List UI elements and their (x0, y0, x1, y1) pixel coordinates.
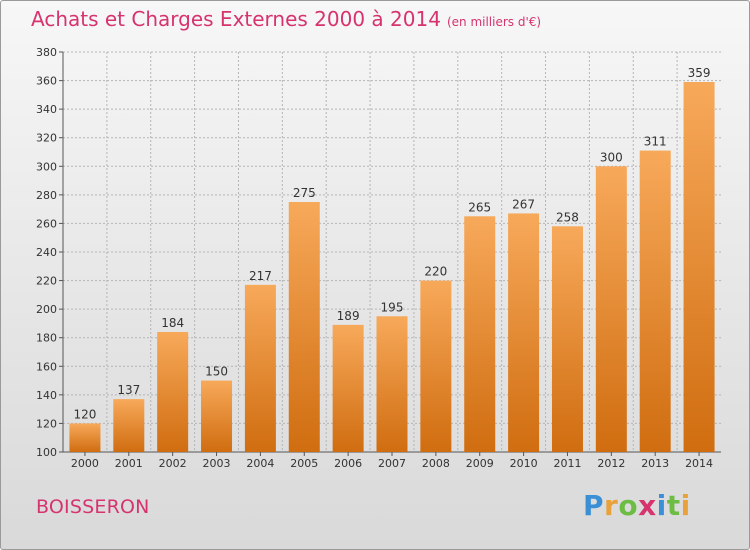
x-tick-label: 2014 (685, 457, 713, 470)
x-tick-label: 2004 (246, 457, 274, 470)
x-tick-label: 2013 (641, 457, 669, 470)
y-tick-label: 280 (36, 189, 57, 202)
bar-2000 (69, 423, 101, 452)
x-tick-label: 2012 (597, 457, 625, 470)
bar-2010 (508, 213, 540, 452)
y-tick-label: 200 (36, 303, 57, 316)
x-tick-label: 2002 (159, 457, 187, 470)
bar-2006 (332, 324, 364, 452)
y-tick-label: 320 (36, 132, 57, 145)
commune-name: BOISSERON (36, 496, 150, 518)
x-tick-label: 2001 (115, 457, 143, 470)
x-tick-label: 2011 (553, 457, 581, 470)
bar-2011 (551, 226, 583, 452)
bar-2009 (464, 216, 496, 452)
x-tick-label: 2010 (510, 457, 538, 470)
bar-value-label: 220 (424, 265, 447, 279)
y-tick-label: 180 (36, 332, 57, 345)
bar-value-label: 184 (161, 316, 184, 330)
bar-2012 (595, 166, 627, 453)
x-tick-label: 2003 (203, 457, 231, 470)
bar-value-label: 120 (73, 407, 96, 421)
y-tick-label: 240 (36, 246, 57, 259)
bar-value-label: 265 (468, 200, 491, 214)
y-tick-label: 100 (36, 446, 57, 459)
bar-value-label: 359 (688, 66, 711, 80)
bar-2008 (420, 280, 452, 452)
y-tick-label: 360 (36, 75, 57, 88)
bar-value-label: 300 (600, 150, 623, 164)
axes: 100 120 140 160 180 200 220 240 260 280 300 320 340 3… (36, 46, 721, 470)
bar-value-label: 150 (205, 365, 228, 379)
bar-2001 (113, 399, 145, 452)
x-tick-label: 2008 (422, 457, 450, 470)
bars: 120 137 184 150 217 275 189 195 220 265 267 258 300 3… (69, 66, 715, 453)
bar-2013 (639, 150, 671, 453)
bar-2002 (157, 332, 189, 452)
bar-2014 (683, 82, 715, 452)
bar-value-label: 258 (556, 210, 579, 224)
y-tick-label: 380 (36, 46, 57, 59)
chart-title: Achats et Charges Externes 2000 à 2014 (e… (31, 7, 541, 31)
chart-title-text: Achats et Charges Externes 2000 à 2014 (31, 7, 441, 31)
bar-2007 (376, 316, 408, 452)
bar-value-label: 267 (512, 197, 535, 211)
y-tick-label: 120 (36, 417, 57, 430)
x-tick-label: 2006 (334, 457, 362, 470)
bar-value-label: 137 (117, 383, 140, 397)
bar-value-label: 275 (293, 186, 316, 200)
proxiti-logo[interactable]: Proxiti (583, 489, 691, 522)
x-tick-label: 2007 (378, 457, 406, 470)
y-tick-label: 260 (36, 217, 57, 230)
x-tick-label: 2005 (290, 457, 318, 470)
y-tick-label: 140 (36, 389, 57, 402)
y-tick-label: 220 (36, 275, 57, 288)
bar-2003 (201, 380, 233, 452)
y-tick-label: 340 (36, 103, 57, 116)
bar-value-label: 311 (644, 135, 667, 149)
y-tick-label: 160 (36, 360, 57, 373)
chart-subtitle: (en milliers d'€) (446, 15, 542, 29)
bar-value-label: 195 (381, 300, 404, 314)
bar-value-label: 189 (337, 309, 360, 323)
bar-2004 (244, 284, 276, 452)
x-tick-label: 2000 (71, 457, 99, 470)
y-tick-label: 300 (36, 160, 57, 173)
bar-value-label: 217 (249, 269, 272, 283)
x-tick-label: 2009 (466, 457, 494, 470)
bar-2005 (288, 202, 320, 452)
